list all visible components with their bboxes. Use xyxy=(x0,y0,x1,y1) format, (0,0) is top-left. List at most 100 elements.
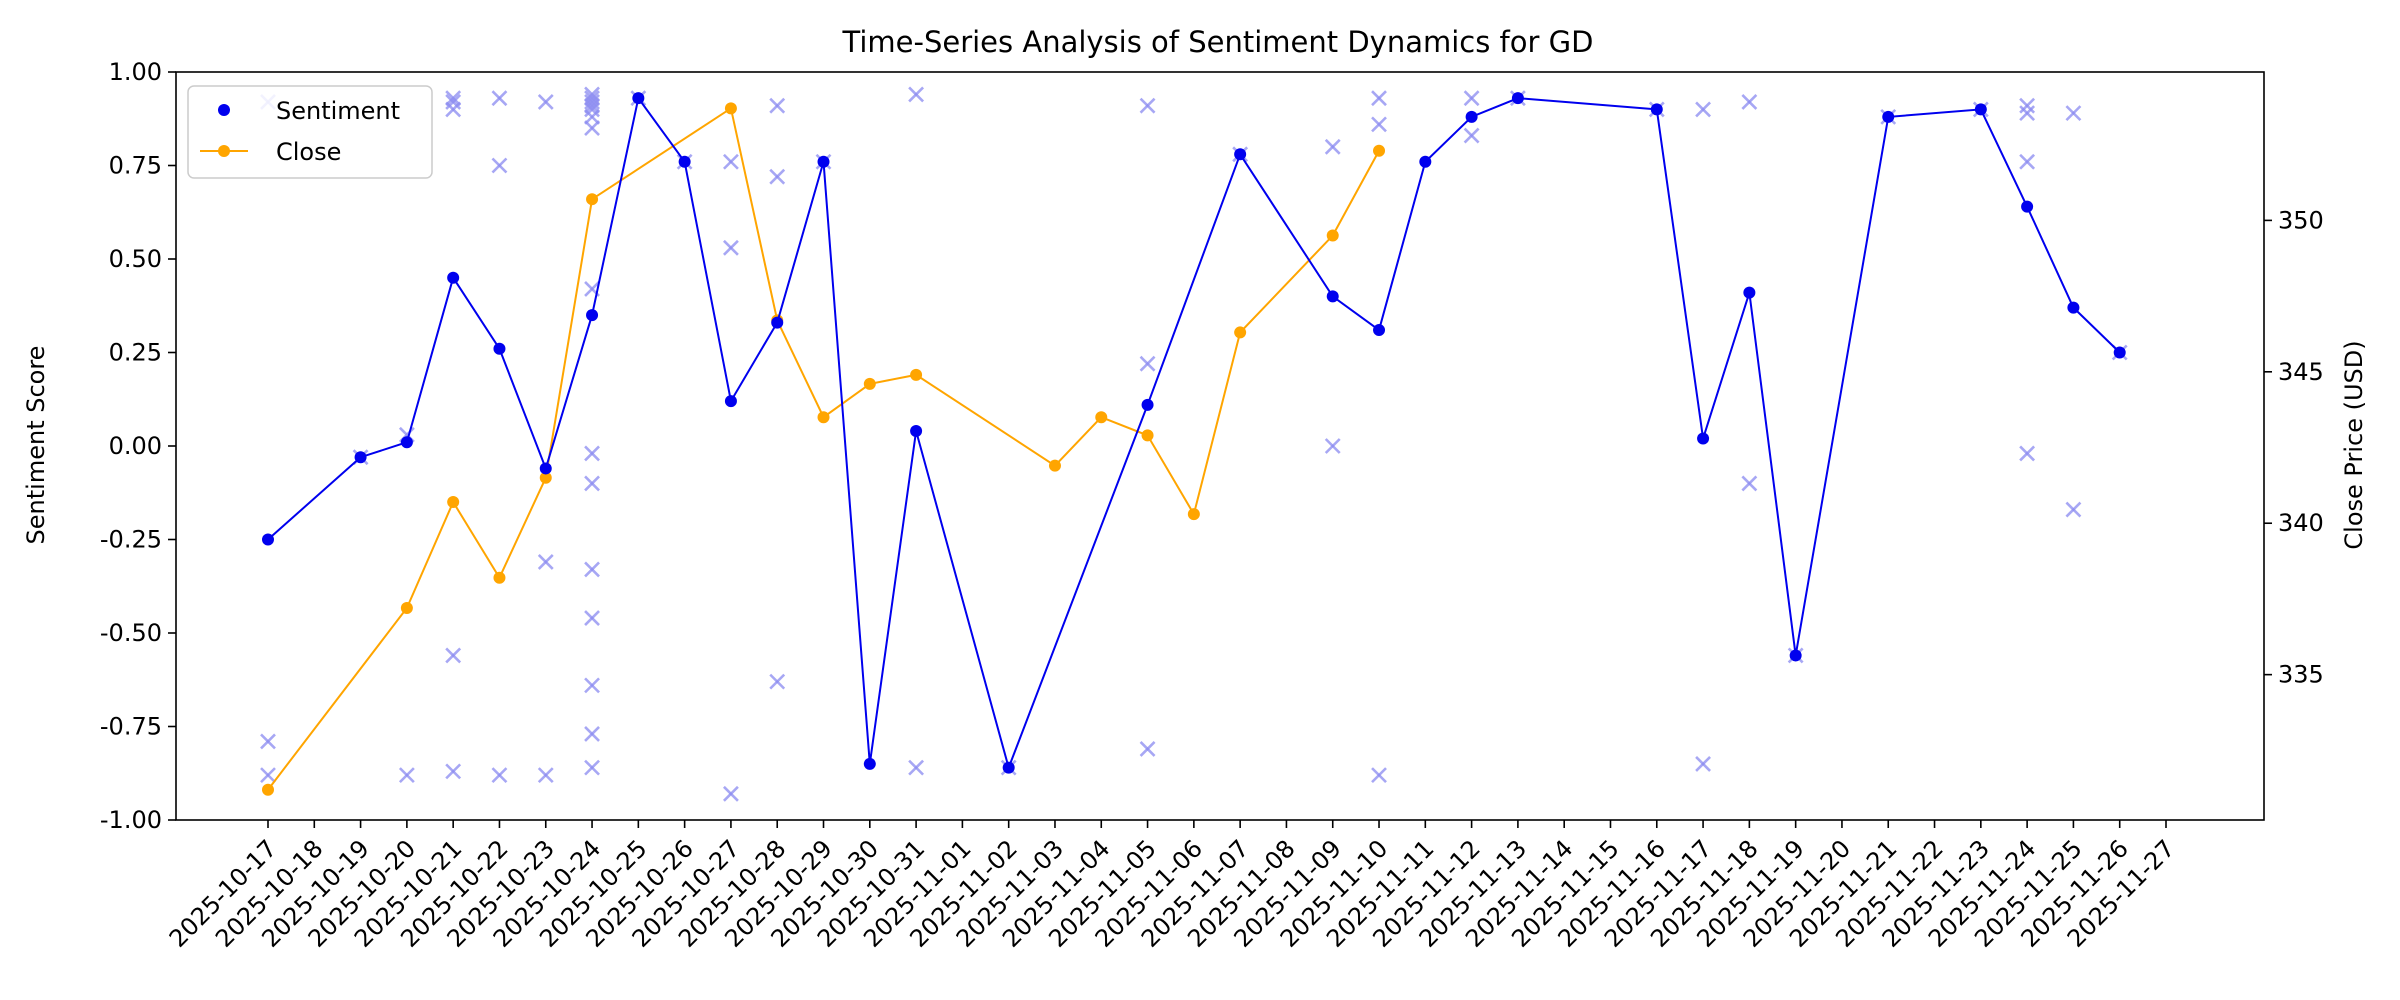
y-axis-label-right: Close Price (USD) xyxy=(2340,340,2368,549)
raw-score-marker xyxy=(908,86,925,103)
sentiment-point xyxy=(1373,324,1386,337)
raw-marker-stroke xyxy=(2019,97,2036,114)
raw-marker-stroke xyxy=(1139,97,1156,114)
raw-marker-stroke xyxy=(723,239,739,256)
legend-box xyxy=(187,85,433,179)
y2-tick-label: 335 xyxy=(2278,661,2324,689)
raw-marker-stroke xyxy=(584,475,600,492)
raw-score-marker xyxy=(2019,105,2036,122)
raw-score-marker xyxy=(584,561,600,578)
raw-score-marker xyxy=(1463,90,1480,107)
raw-score-marker xyxy=(584,475,600,492)
raw-score-marker xyxy=(445,763,462,780)
y-axis-label-left: Sentiment Score xyxy=(22,346,50,545)
raw-score-marker xyxy=(584,120,600,137)
close-point xyxy=(447,496,460,509)
close-point xyxy=(1234,326,1247,339)
y-tick-label: 0.25 xyxy=(109,339,162,367)
y-tick-label: 0.00 xyxy=(109,432,162,460)
raw-marker-stroke xyxy=(537,554,554,570)
legend-close-marker xyxy=(218,145,230,157)
sentiment-point xyxy=(863,757,876,770)
close-line xyxy=(267,106,1380,791)
raw-score-marker xyxy=(1371,90,1387,107)
sentiment-point xyxy=(354,451,367,464)
raw-score-marker xyxy=(537,767,554,784)
axes: -1.00 -0.75 -0.50 -0.25 0.00 0.25 0.50 0.75 1.00… xyxy=(100,58,2324,953)
raw-marker-stroke xyxy=(491,157,508,174)
raw-marker-stroke xyxy=(2019,445,2036,462)
raw-score-marker xyxy=(723,239,739,256)
raw-score-marker xyxy=(2019,445,2036,462)
chart-title: Time-Series Analysis of Sentiment Dynami… xyxy=(842,25,1594,59)
raw-score-marker xyxy=(445,90,462,107)
plot-frame xyxy=(175,71,2265,821)
sentiment-point xyxy=(1419,155,1432,168)
raw-marker-stroke xyxy=(2065,501,2082,518)
sentiment-point xyxy=(1882,110,1895,123)
sentiment-point xyxy=(1326,290,1339,303)
close-point xyxy=(1141,429,1154,442)
close-point xyxy=(910,368,923,381)
raw-score-marker xyxy=(2065,501,2082,518)
close-point xyxy=(539,471,552,484)
sentiment-point xyxy=(910,425,923,438)
raw-marker-stroke xyxy=(584,90,600,107)
raw-marker-stroke xyxy=(584,726,600,742)
y2-tick-label: 345 xyxy=(2278,358,2324,386)
raw-marker-stroke xyxy=(491,767,508,784)
raw-marker-stroke xyxy=(1463,127,1480,144)
raw-score-marker xyxy=(908,759,925,776)
raw-score-marker xyxy=(260,767,276,784)
raw-score-marker xyxy=(491,767,508,784)
raw-score-marker xyxy=(584,108,600,125)
close-point xyxy=(724,102,737,115)
raw-marker-stroke xyxy=(445,101,462,118)
raw-score-marker xyxy=(1741,94,1758,110)
raw-score-marker xyxy=(584,726,600,742)
raw-score-marker xyxy=(537,554,554,570)
sentiment-point xyxy=(447,271,460,284)
close-point xyxy=(400,602,413,615)
raw-marker-stroke xyxy=(491,90,508,107)
raw-marker-stroke xyxy=(769,673,786,690)
raw-score-marker xyxy=(584,90,600,107)
raw-marker-stroke xyxy=(260,733,276,750)
raw-score-marker xyxy=(445,94,462,110)
raw-score-marker xyxy=(584,101,600,118)
close-series xyxy=(262,102,1386,796)
close-point xyxy=(1048,459,1061,472)
raw-score-marker xyxy=(491,90,508,107)
sentiment-point xyxy=(2021,200,2034,213)
raw-marker-stroke xyxy=(1371,90,1387,107)
raw-score-marker xyxy=(1139,97,1156,114)
sentiment-series xyxy=(262,92,2126,774)
raw-score-marker xyxy=(584,445,600,462)
close-point xyxy=(1326,229,1339,242)
raw-score-marker xyxy=(584,610,600,626)
raw-marker-stroke xyxy=(445,763,462,780)
sentiment-point xyxy=(586,309,599,322)
y-tick-label: 0.50 xyxy=(109,245,162,273)
legend: Sentiment Close xyxy=(187,85,433,179)
close-point xyxy=(262,783,274,796)
raw-marker-stroke xyxy=(537,767,554,784)
sentiment-point xyxy=(539,462,552,475)
close-point xyxy=(1095,411,1108,424)
raw-marker-stroke xyxy=(445,647,462,664)
close-point xyxy=(1373,144,1386,157)
raw-score-marker xyxy=(1139,741,1156,757)
raw-score-marker xyxy=(445,647,462,664)
close-point xyxy=(586,193,599,206)
raw-score-marker xyxy=(1324,438,1341,454)
sentiment-point xyxy=(400,436,413,449)
raw-score-marker xyxy=(1371,116,1387,133)
sentiment-point xyxy=(817,155,830,168)
sentiment-point xyxy=(262,533,274,546)
raw-marker-stroke xyxy=(1324,138,1341,155)
y2-tick-label: 350 xyxy=(2278,206,2324,234)
raw-marker-stroke xyxy=(769,97,786,114)
raw-marker-stroke xyxy=(1371,116,1387,133)
raw-marker-stroke xyxy=(584,86,600,103)
